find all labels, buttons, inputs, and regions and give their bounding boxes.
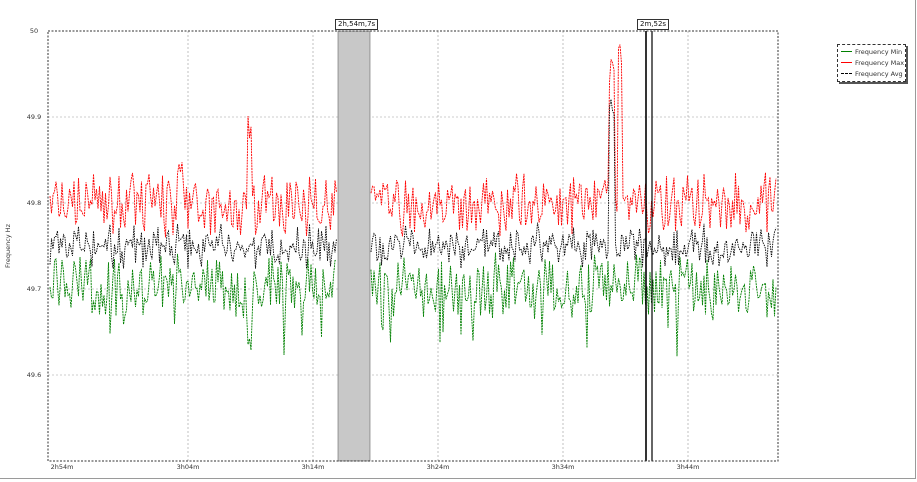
marker-label-line: 2m,52s <box>637 19 670 30</box>
legend-item-min: Frequency Min <box>840 47 905 57</box>
series-line-max <box>49 115 337 238</box>
legend-item-max: Frequency Max <box>840 58 905 68</box>
legend-swatch-max <box>841 62 852 63</box>
x-axis: 2h54m 3h04m 3h14m 3h24m 3h34m 3h44m <box>51 463 700 471</box>
series-line-avg <box>49 223 337 269</box>
legend-item-avg: Frequency Avg <box>840 69 905 79</box>
x-tick-label: 3h44m <box>677 463 700 471</box>
y-tick-label: 49.8 <box>27 199 41 207</box>
series-line-avg <box>370 99 777 269</box>
overlays <box>337 30 653 462</box>
y-tick-label: 50 <box>30 27 38 35</box>
y-tick-label: 49.6 <box>27 371 41 379</box>
series-line-min <box>370 252 777 357</box>
legend-label-max: Frequency Max <box>855 59 905 67</box>
series-group <box>49 44 777 357</box>
x-tick-label: 2h54m <box>51 463 74 471</box>
marker-band <box>337 30 371 462</box>
y-tick-label: 49.7 <box>27 285 41 293</box>
x-tick-label: 3h04m <box>177 463 200 471</box>
x-tick-label: 3h14m <box>302 463 325 471</box>
grid <box>48 31 778 461</box>
y-axis: 50 49.9 49.8 49.7 49.6 <box>27 27 41 379</box>
legend-label-avg: Frequency Avg <box>855 70 903 78</box>
series-line-min <box>49 253 337 356</box>
legend: Frequency Min Frequency Max Frequency Av… <box>837 44 906 82</box>
y-tick-label: 49.9 <box>27 113 41 121</box>
x-tick-label: 3h24m <box>427 463 450 471</box>
series-line-max <box>370 44 777 237</box>
x-tick-label: 3h34m <box>552 463 575 471</box>
legend-label-min: Frequency Min <box>855 48 903 56</box>
y-axis-label: Frequency Hz <box>4 223 12 268</box>
plot-area-border <box>47 30 779 462</box>
legend-swatch-min <box>841 51 852 52</box>
legend-swatch-avg <box>841 73 852 74</box>
marker-label-band: 2h,54m,7s <box>335 19 379 30</box>
